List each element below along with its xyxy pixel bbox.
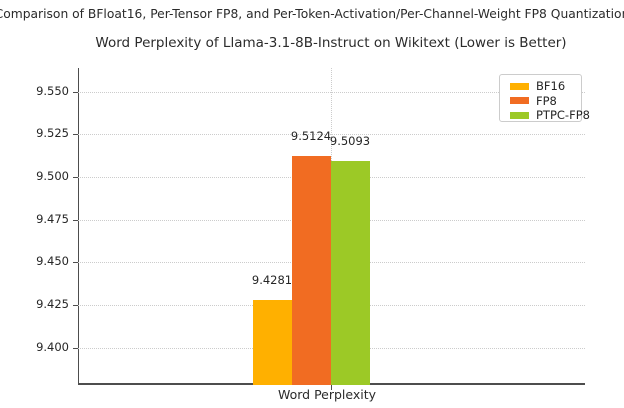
x-tick-mark xyxy=(330,385,332,390)
y-tick-mark xyxy=(73,91,78,93)
y-tick-label: 9.500 xyxy=(36,169,69,184)
legend-swatch-icon xyxy=(510,97,529,105)
y-tick-mark xyxy=(73,219,78,221)
legend-label: PTPC-FP8 xyxy=(536,108,590,123)
y-gridline xyxy=(78,134,585,136)
bar-value-label: 9.4281 xyxy=(251,272,293,287)
y-tick-mark xyxy=(73,177,78,179)
figure-suptitle: Comparison of BFloat16, Per-Tensor FP8, … xyxy=(0,7,624,21)
y-tick-label: 9.525 xyxy=(36,126,69,141)
legend-item-fp8: FP8 xyxy=(510,94,581,109)
bar-ptpc-fp8 xyxy=(330,161,370,385)
bar-bf16 xyxy=(252,299,292,385)
y-tick-mark xyxy=(73,134,78,136)
y-tick-mark xyxy=(73,347,78,349)
y-gridline xyxy=(78,91,585,93)
legend-item-bf16: BF16 xyxy=(510,79,581,94)
y-tick-label: 9.550 xyxy=(36,83,69,98)
y-tick-label: 9.450 xyxy=(36,254,69,269)
y-tick-label: 9.400 xyxy=(36,339,69,354)
legend: BF16 FP8 PTPC-FP8 xyxy=(499,74,590,123)
bar-fp8 xyxy=(291,155,331,385)
legend-label: FP8 xyxy=(536,93,557,108)
bar-value-label: 9.5093 xyxy=(329,134,371,149)
y-tick-label: 9.475 xyxy=(36,211,69,226)
chart-title: Word Perplexity of Llama-3.1-8B-Instruct… xyxy=(95,35,567,51)
y-tick-mark xyxy=(73,304,78,306)
x-axis-label: Word Perplexity xyxy=(277,387,377,402)
y-tick-label: 9.425 xyxy=(36,296,69,311)
legend-swatch-icon xyxy=(510,82,529,90)
y-tick-mark xyxy=(73,262,78,264)
bar-value-label: 9.5124 xyxy=(290,128,332,143)
legend-item-ptpc-fp8: PTPC-FP8 xyxy=(510,108,590,123)
legend-label: BF16 xyxy=(536,79,566,94)
legend-swatch-icon xyxy=(510,111,529,119)
